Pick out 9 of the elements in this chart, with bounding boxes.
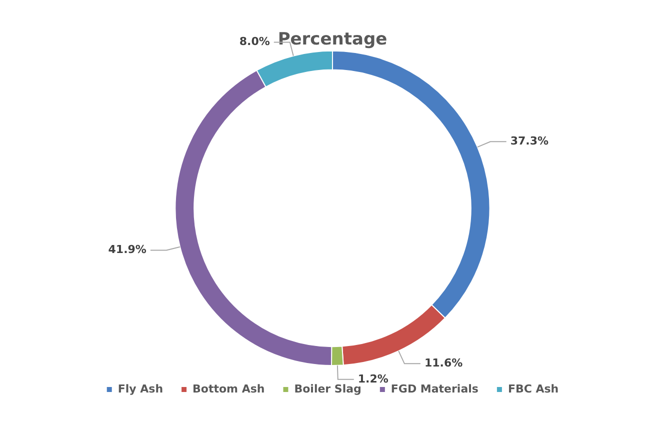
legend-label: FBC Ash — [508, 382, 559, 396]
data-label: 8.0% — [239, 35, 270, 48]
legend-label: FGD Materials — [390, 382, 479, 396]
data-label: 37.3% — [510, 134, 549, 148]
data-label: 41.9% — [108, 243, 146, 256]
data-label: 11.6% — [424, 356, 463, 370]
legend-label: Fly Ash — [118, 382, 164, 396]
chart-title: Percentage — [278, 30, 388, 50]
legend-label: Bottom Ash — [192, 382, 265, 396]
